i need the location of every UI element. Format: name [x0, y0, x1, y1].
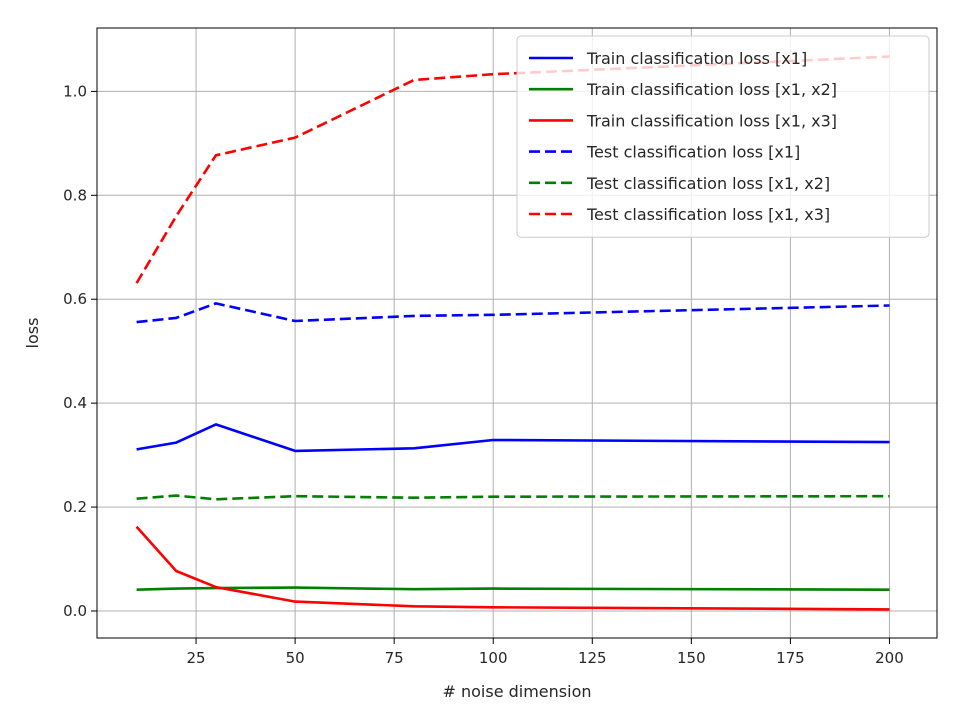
y-tick-label: 0.8: [63, 186, 87, 204]
x-axis-label: # noise dimension: [442, 682, 591, 701]
series-line-5: [136, 494, 890, 501]
legend: Train classification loss [x1] Train clas…: [516, 35, 930, 238]
legend-box: [516, 35, 930, 238]
x-tick-label: 200: [875, 649, 904, 667]
x-tick-label: 50: [286, 649, 305, 667]
y-tick-label: 0.6: [63, 290, 87, 308]
series-line-6: [135, 55, 890, 284]
x-tick-label: 125: [578, 649, 607, 667]
x-tick-label: 75: [385, 649, 404, 667]
series-line-3: [135, 525, 890, 611]
legend-label: Train classification loss [x1, x2]: [586, 80, 837, 99]
legend-label: Test classification loss [x1, x3]: [586, 205, 830, 224]
x-tick-label: 175: [776, 649, 805, 667]
series-layer: [135, 55, 890, 611]
series-line-1: [136, 423, 890, 453]
series-line-4: [136, 302, 890, 324]
y-axis-label: loss: [23, 318, 42, 349]
x-tick-label: 150: [677, 649, 706, 667]
legend-label: Train classification loss [x1]: [586, 49, 807, 68]
y-tick-label: 0.4: [63, 394, 87, 412]
plot-frame: [96, 27, 938, 639]
ticks: 25 50 75 100 125 150 175 200 0.0 0.2 0.4 0.6 0.8 1.0: [63, 82, 904, 667]
y-tick-label: 0.2: [63, 498, 87, 516]
x-tick-label: 25: [187, 649, 206, 667]
y-tick-label: 0.0: [63, 602, 87, 620]
x-tick-label: 100: [479, 649, 508, 667]
legend-label: Test classification loss [x1, x2]: [586, 174, 830, 193]
series-line-2: [136, 586, 890, 592]
legend-label: Test classification loss [x1]: [586, 143, 800, 162]
legend-label: Train classification loss [x1, x3]: [586, 111, 837, 130]
y-tick-label: 1.0: [63, 82, 87, 100]
